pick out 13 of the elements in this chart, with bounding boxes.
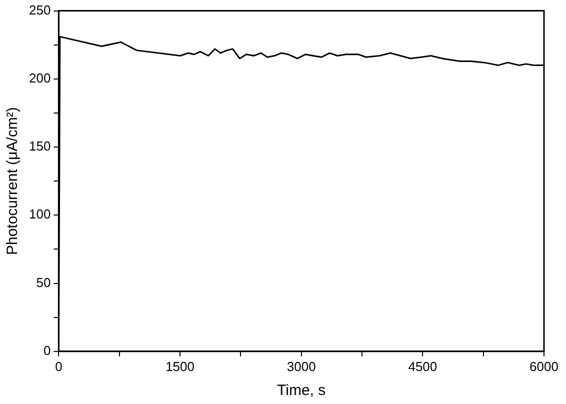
x-axis-title: Time, s [277,382,326,400]
y-tick-label: 0 [43,342,51,358]
x-tick-label: 3000 [286,358,316,374]
y-axis-title: Photocurrent (μA/cm²) [4,107,22,256]
y-tick-label: 150 [28,138,51,154]
x-tick-label: 0 [55,358,62,374]
y-tick-label: 250 [28,2,51,18]
y-tick-label: 200 [28,70,51,86]
x-tick-label: 1500 [166,358,194,374]
y-tick-label: 100 [28,206,51,222]
y-tick-label: 50 [36,274,51,290]
x-tick-label: 4500 [408,358,438,374]
x-tick-label: 6000 [530,358,558,374]
